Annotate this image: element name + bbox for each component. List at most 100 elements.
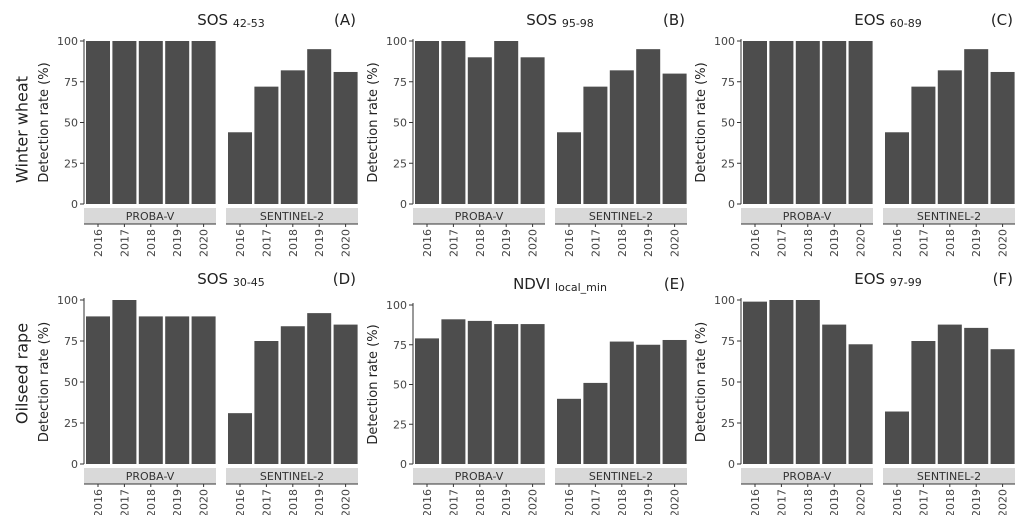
panel-a-title-sub: 42-53	[233, 17, 265, 30]
panel-a-bar-probav-2016	[86, 41, 110, 204]
panel-d-ylabel: Detection rate (%)	[37, 322, 52, 442]
panel-c-bar-probav-2018	[795, 41, 820, 204]
panel-b-bar-probav-2016	[415, 41, 439, 204]
panel-b-bar-probav-2020	[520, 57, 545, 204]
panel-a-strip	[84, 208, 216, 224]
panel-f-title-sub: 97-99	[890, 276, 922, 289]
panel-c-xtick-label: 2017	[775, 229, 788, 257]
panel-b-xtick-label: 2016	[421, 229, 434, 257]
panel-c-title-main: EOS	[854, 11, 890, 29]
panel-c-ytick-label: 75	[721, 76, 735, 89]
panel-b-xtick-label: 2017	[447, 229, 460, 257]
panel-a-title: SOS 42-53	[197, 11, 265, 30]
panel-c-xtick-label: 2018	[944, 229, 957, 257]
panel-e-ylabel: Detection rate (%)	[366, 324, 381, 444]
panel-a-ytick-label: 0	[71, 198, 78, 211]
panel-f-bar-probav-2018	[795, 300, 820, 464]
panel-b-xtick-label: 2019	[500, 229, 513, 257]
panel-c-xtick-label: 2016	[891, 229, 904, 257]
panel-f-title: EOS 97-99	[854, 270, 922, 289]
panel-a-bar-probav-2017	[112, 41, 137, 204]
panel-f-xtick-label: 2016	[749, 489, 762, 515]
panel-d-ytick-label: 100	[57, 294, 78, 307]
panel-e-bar-sentinel2-2020	[662, 339, 687, 464]
panel-c-strip	[741, 208, 873, 224]
panel-b-xtick-label: 2020	[669, 229, 682, 257]
panel-c-xtick-label: 2019	[828, 229, 841, 257]
panel-f-xtick-label: 2018	[944, 489, 957, 515]
panel-c-ytick-label: 0	[728, 198, 735, 211]
panel-e-bar-probav-2017	[441, 319, 466, 464]
panel-a-bar-sentinel2-2018	[280, 70, 305, 204]
panel-d-xtick-label: 2020	[340, 489, 353, 515]
panel-b-bar-probav-2018	[467, 57, 492, 204]
panel-d-xtick-label: 2016	[92, 489, 105, 515]
panel-e-xtick-label: 2020	[669, 489, 682, 515]
panel-f-title-main: EOS	[854, 270, 890, 288]
panel-a-bar-probav-2019	[165, 41, 190, 204]
panel-e-bar-probav-2019	[494, 324, 519, 464]
panel-f-bar-sentinel2-2018	[937, 324, 962, 464]
panel-a-bar-probav-2018	[138, 41, 163, 204]
panel-b-ylabel: Detection rate (%)	[366, 62, 381, 182]
panel-e-bar-probav-2018	[467, 320, 492, 464]
panel-d-strip-label: PROBA-V	[126, 470, 175, 483]
panel-e-ytick-label: 50	[393, 379, 407, 392]
panel-e-xtick-label: 2017	[589, 489, 602, 515]
panel-f-bar-sentinel2-2019	[964, 327, 989, 464]
panel-c-title: EOS 60-89	[854, 11, 922, 30]
panel-e-bar-sentinel2-2018	[609, 341, 634, 464]
panel-c-bar-probav-2019	[822, 41, 847, 204]
panel-e-ytick-label: 0	[400, 458, 407, 471]
panel-d-xtick-label: 2019	[313, 489, 326, 515]
panel-d-strip	[226, 468, 358, 484]
panel-e-xtick-label: 2016	[421, 489, 434, 515]
panel-f-bar-probav-2020	[848, 344, 873, 464]
panel-e-ytick-label: 100	[386, 299, 407, 312]
panel-f-ylabel: Detection rate (%)	[694, 322, 709, 442]
panel-b-ytick-label: 100	[386, 35, 407, 48]
panel-a-strip-label: PROBA-V	[126, 210, 175, 223]
panel-f-bar-sentinel2-2020	[990, 349, 1015, 464]
panel-b-bar-probav-2017	[441, 41, 466, 204]
panel-c-bar-sentinel2-2018	[937, 70, 962, 204]
panel-c-ylabel: Detection rate (%)	[694, 62, 709, 182]
panel-c-xtick-label: 2016	[749, 229, 762, 257]
panel-b-strip	[555, 208, 687, 224]
panel-b-bar-sentinel2-2019	[636, 49, 661, 205]
panel-c-ytick-label: 100	[714, 35, 735, 48]
panel-d-bar-probav-2018	[138, 316, 163, 464]
panel-e-bar-probav-2020	[520, 324, 545, 464]
panel-e-strip	[413, 468, 545, 484]
panel-b-tag: (B)	[663, 11, 685, 29]
panel-a-tag: (A)	[334, 11, 356, 29]
panel-b-strip	[413, 208, 545, 224]
panel-d-xtick-label: 2017	[260, 489, 273, 515]
panel-f-xtick-label: 2018	[802, 489, 815, 515]
panel-f-xtick-label: 2017	[917, 489, 930, 515]
panel-f-bar-sentinel2-2017	[911, 341, 936, 464]
panel-b-xtick-label: 2017	[589, 229, 602, 257]
panel-f-ytick-label: 0	[728, 458, 735, 471]
panel-b-xtick-label: 2020	[527, 229, 540, 257]
panel-f-ytick-label: 25	[721, 417, 735, 430]
panel-d-title: SOS 30-45	[197, 270, 265, 289]
panel-d-bar-probav-2016	[86, 316, 110, 464]
panel-e-bar-probav-2016	[415, 338, 439, 464]
panel-c-ytick-label: 25	[721, 157, 735, 170]
panel-b-title-sub: 95-98	[562, 17, 594, 30]
panel-f-strip-label: SENTINEL-2	[917, 470, 981, 483]
panel-e-xtick-label: 2016	[563, 489, 576, 515]
panel-b-bar-sentinel2-2020	[662, 73, 687, 204]
panel-c-bar-sentinel2-2020	[990, 71, 1015, 204]
panel-d-title-sub: 30-45	[233, 276, 265, 289]
panel-a-xtick-label: 2017	[260, 229, 273, 257]
panel-d-bar-probav-2017	[112, 300, 137, 464]
panel-c-bar-sentinel2-2019	[964, 49, 989, 205]
panel-c-xtick-label: 2020	[855, 229, 868, 257]
panel-a-xtick-label: 2016	[234, 229, 247, 257]
panel-f-strip	[883, 468, 1015, 484]
panel-a-bar-sentinel2-2020	[333, 71, 358, 204]
panel-f-ytick-label: 100	[714, 294, 735, 307]
panel-e-bar-sentinel2-2019	[636, 344, 661, 464]
